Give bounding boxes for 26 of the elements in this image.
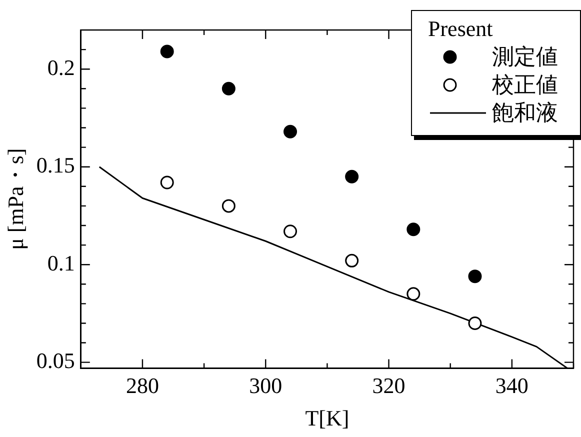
point [222, 199, 236, 213]
point [468, 270, 482, 284]
point [468, 316, 482, 330]
y-tick-label: 0.2 [47, 54, 75, 80]
x-tick-label: 320 [372, 373, 406, 398]
point [284, 224, 298, 238]
legend-label: 測定値 [492, 43, 558, 71]
x-tick-label: 340 [495, 373, 528, 398]
point [284, 124, 298, 138]
point [406, 287, 420, 301]
point [160, 44, 174, 58]
x-tick-label: 280 [126, 373, 159, 398]
y-axis-title: μ [mPa・s] [2, 148, 28, 250]
y-tick-label: 0.05 [36, 348, 75, 374]
legend-label: 校正値 [492, 71, 558, 99]
point [345, 254, 359, 268]
point [222, 82, 236, 96]
point [160, 176, 174, 190]
legend-label: 飽和液 [492, 99, 558, 127]
legend-title: Present [428, 15, 494, 43]
y-tick-label: 0.15 [36, 152, 75, 178]
point [345, 170, 359, 184]
point [406, 222, 420, 236]
x-axis-title: T[K] [305, 406, 350, 431]
x-tick-label: 300 [249, 373, 282, 398]
y-tick-label: 0.1 [47, 250, 75, 276]
